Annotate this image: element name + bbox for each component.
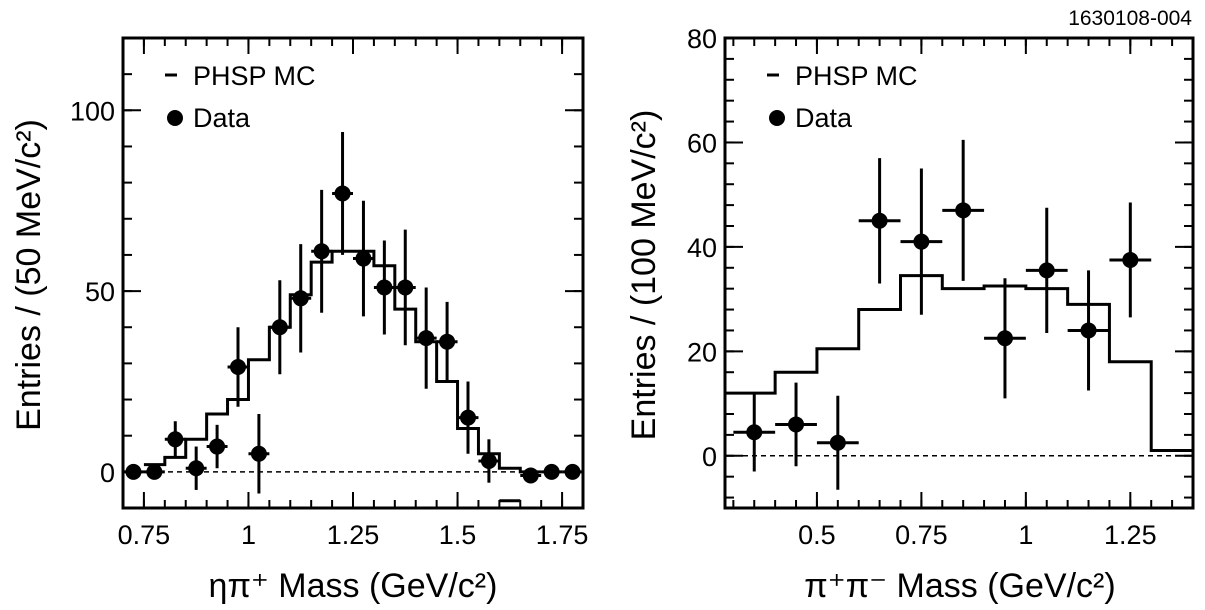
x-tick-label: 0.5 [798, 520, 836, 550]
data-marker [829, 434, 846, 451]
left-panel: 0.75 1 1.25 1.5 1.75 0 50 100 ηπ⁺ Mass (GeV/c²) E… [10, 36, 589, 605]
data-point [520, 467, 542, 484]
data-point [858, 158, 901, 284]
data-point [206, 424, 228, 469]
data-marker [125, 463, 142, 480]
data-point [775, 382, 817, 467]
data-point [143, 463, 165, 480]
data-point [984, 278, 1026, 399]
y-tick-label: 20 [687, 337, 717, 367]
data-marker [146, 463, 163, 480]
x-tick-label: 1.5 [439, 520, 477, 550]
data-point [353, 200, 374, 317]
data-marker [334, 185, 351, 202]
data-point [415, 287, 437, 389]
y-axis-title: Entries / (50 MeV/c²) [10, 119, 48, 431]
mc-histogram-line [143, 249, 542, 474]
data-point [269, 280, 291, 375]
mc-histogram-line [725, 274, 1193, 453]
data-point [478, 439, 500, 483]
x-tick-label: 1 [241, 520, 256, 550]
data-marker [355, 250, 372, 267]
data-point [290, 244, 312, 353]
data-marker [230, 359, 246, 375]
plot-frame [121, 36, 585, 510]
x-tick-label: 1.25 [1104, 520, 1157, 550]
x-tick-label: 1.75 [536, 520, 589, 550]
data-marker [788, 416, 805, 433]
data-marker [397, 279, 414, 296]
data-marker [871, 212, 888, 229]
data-point [1025, 207, 1068, 334]
data-marker [913, 233, 930, 250]
data-point [733, 393, 776, 472]
data-point [562, 463, 583, 480]
data-marker [313, 243, 330, 260]
data-point [164, 421, 186, 458]
y-tick-label: 60 [687, 128, 717, 158]
legend-label-data: Data [193, 103, 251, 133]
data-point [816, 395, 859, 490]
y-axis-title: Entries / (100 MeV/c²) [625, 110, 663, 441]
data-marker [292, 290, 309, 307]
x-tick-label: 1 [1018, 520, 1033, 550]
data-marker [564, 463, 581, 480]
legend-marker-swatch [769, 110, 785, 126]
data-point [248, 414, 270, 494]
data-marker [746, 424, 763, 441]
data-point [394, 229, 416, 346]
data-point [541, 463, 563, 480]
data-marker [1080, 322, 1097, 339]
y-tick-label: 0 [702, 442, 717, 472]
data-point [900, 168, 943, 315]
data-point [227, 327, 249, 407]
figure-id-label: 1630108-004 [1068, 7, 1192, 30]
legend-label-data: Data [795, 103, 853, 133]
data-marker [543, 463, 560, 480]
data-point [373, 240, 395, 335]
y-tick-label: 80 [687, 24, 717, 54]
data-marker [522, 467, 539, 484]
data-marker [376, 279, 393, 296]
data-marker [167, 431, 184, 448]
x-tick-label: 0.75 [895, 520, 948, 550]
legend-label-mc: PHSP MC [193, 61, 316, 91]
legend-label-mc: PHSP MC [795, 61, 918, 91]
data-point [185, 446, 207, 490]
data-point [1109, 202, 1152, 318]
legend-marker-swatch [167, 110, 183, 126]
plot-frame [723, 36, 1195, 510]
data-marker [250, 445, 267, 462]
data-marker [418, 330, 435, 347]
x-axis-title: π⁺π⁻ Mass (GeV/c²) [804, 567, 1115, 605]
data-point [332, 132, 353, 255]
x-tick-label: 0.75 [118, 520, 171, 550]
data-marker [188, 460, 205, 477]
data-point [123, 463, 144, 480]
data-marker [480, 453, 497, 469]
data-marker [1122, 251, 1139, 268]
x-tick-label: 1.25 [327, 520, 380, 550]
data-point [457, 381, 479, 454]
x-axis-title: ηπ⁺ Mass (GeV/c²) [209, 567, 498, 605]
y-tick-label: 40 [687, 233, 717, 263]
data-marker [271, 319, 288, 336]
data-point [1067, 270, 1110, 391]
data-point [311, 189, 333, 313]
y-tick-label: 50 [85, 277, 115, 307]
data-marker [1038, 262, 1055, 279]
y-tick-label: 0 [100, 458, 115, 488]
data-marker [996, 330, 1013, 347]
y-tick-label: 100 [70, 96, 115, 126]
data-marker [460, 409, 476, 426]
data-point [436, 301, 458, 382]
right-panel: 0.5 0.75 1 1.25 0 20 40 60 80 π⁺π⁻ Mass (GeV/c²) E… [625, 24, 1195, 605]
data-marker [955, 202, 972, 219]
data-marker [439, 333, 456, 350]
data-point [942, 139, 985, 281]
data-marker [209, 438, 226, 455]
